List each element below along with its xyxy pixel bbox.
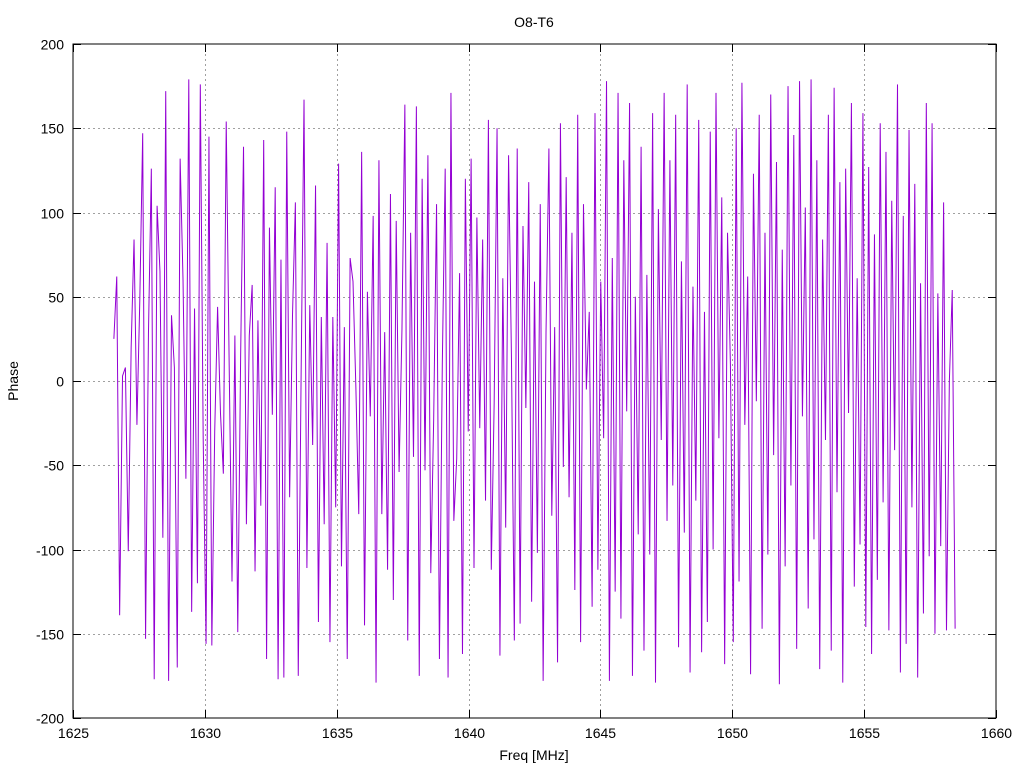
x-tick-label: 1630 <box>190 725 221 741</box>
y-tick-label: -50 <box>44 458 64 474</box>
x-tick-label: 1660 <box>981 725 1012 741</box>
x-tick-label: 1645 <box>585 725 616 741</box>
x-tick-label: 1650 <box>717 725 748 741</box>
x-tick-label: 1655 <box>849 725 880 741</box>
x-tick-label: 1625 <box>58 725 89 741</box>
y-tick-label: -200 <box>36 711 64 727</box>
axis-ticks <box>73 44 997 719</box>
x-axis-label: Freq [MHz] <box>499 747 568 763</box>
x-tick-label: 1635 <box>322 725 353 741</box>
y-tick-label: 0 <box>56 374 64 390</box>
tick-labels: 1625 1630 1635 1640 1645 1650 1655 1660 -200 -150… <box>36 37 1012 742</box>
y-axis-label: Phase <box>5 361 21 401</box>
x-tick-label: 1640 <box>454 725 485 741</box>
y-tick-label: -150 <box>36 627 64 643</box>
chart-title: O8-T6 <box>514 14 554 30</box>
y-tick-label: 100 <box>41 206 65 222</box>
y-tick-label: 200 <box>41 37 65 53</box>
y-tick-label: 50 <box>48 290 64 306</box>
y-tick-label: 150 <box>41 121 65 137</box>
y-tick-label: -100 <box>36 543 64 559</box>
plot-area <box>113 79 956 685</box>
phase-series-line <box>113 79 956 685</box>
